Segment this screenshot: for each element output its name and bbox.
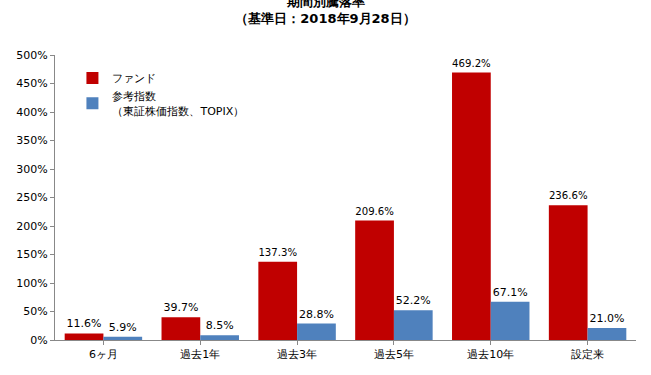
svg-text:39.7%: 39.7% [163, 301, 198, 314]
svg-text:11.6%: 11.6% [67, 317, 102, 330]
svg-text:50%: 50% [23, 305, 47, 318]
svg-text:209.6%: 209.6% [355, 206, 394, 217]
svg-text:28.8%: 28.8% [299, 308, 334, 321]
svg-text:過去3年: 過去3年 [277, 348, 317, 361]
svg-text:5.9%: 5.9% [109, 321, 137, 334]
svg-text:過去10年: 過去10年 [467, 348, 514, 361]
svg-text:設定来: 設定来 [571, 348, 604, 361]
svg-text:350%: 350% [16, 134, 47, 147]
svg-text:6ヶ月: 6ヶ月 [89, 348, 118, 361]
svg-text:0%: 0% [30, 334, 47, 347]
svg-text:8.5%: 8.5% [206, 319, 234, 332]
svg-text:67.1%: 67.1% [493, 286, 528, 299]
svg-text:469.2%: 469.2% [452, 58, 491, 69]
svg-text:期間別騰落率（基準日：2018年9月28日）: 期間別騰落率（基準日：2018年9月28日） [235, 0, 415, 26]
svg-text:300%: 300% [16, 163, 47, 176]
svg-text:150%: 150% [16, 248, 47, 261]
svg-text:参考指数（東証株価指数、TOPIX）: 参考指数（東証株価指数、TOPIX） [112, 90, 244, 117]
svg-text:過去1年: 過去1年 [180, 348, 220, 361]
svg-text:52.2%: 52.2% [396, 294, 431, 307]
svg-text:21.0%: 21.0% [589, 312, 624, 325]
svg-text:137.3%: 137.3% [258, 247, 297, 258]
svg-text:450%: 450% [16, 77, 47, 90]
svg-text:500%: 500% [16, 49, 47, 62]
svg-text:236.6%: 236.6% [549, 190, 588, 201]
svg-text:400%: 400% [16, 106, 47, 119]
svg-text:200%: 200% [16, 220, 47, 233]
svg-text:250%: 250% [16, 191, 47, 204]
svg-text:100%: 100% [16, 277, 47, 290]
svg-text:過去5年: 過去5年 [374, 348, 414, 361]
svg-text:ファンド: ファンド [112, 72, 156, 85]
